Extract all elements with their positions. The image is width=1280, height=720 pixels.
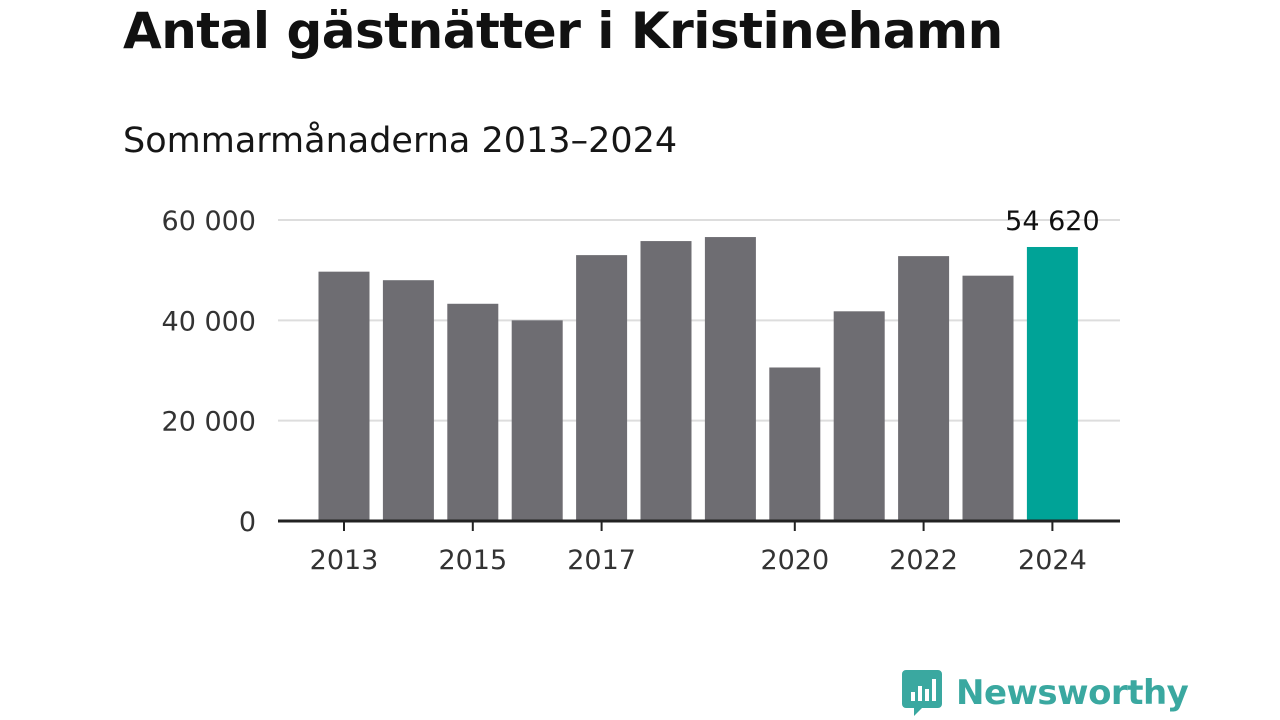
bar-2014 — [382, 280, 434, 521]
bar-2017 — [576, 255, 628, 521]
y-tick-label: 0 — [239, 507, 256, 538]
y-tick-label: 20 000 — [162, 407, 256, 438]
bar-2022 — [898, 256, 950, 521]
bar-2013 — [318, 271, 370, 521]
x-tick-label: 2017 — [567, 545, 636, 576]
bar-2018 — [640, 241, 692, 521]
bar-2016 — [511, 320, 563, 521]
bar-2020 — [769, 367, 821, 521]
bar-2024 — [1026, 246, 1078, 521]
x-tick-label: 2015 — [438, 545, 507, 576]
brand-name: Newsworthy — [956, 673, 1189, 713]
x-tick-label: 2022 — [889, 545, 958, 576]
brand-logo: Newsworthy — [902, 670, 1189, 716]
y-tick-label: 60 000 — [162, 206, 256, 237]
newsworthy-logo-icon — [902, 670, 942, 716]
chart-title: Antal gästnätter i Kristinehamn — [123, 2, 1003, 60]
bar-2015 — [447, 303, 499, 521]
data-label: 54 620 — [1005, 206, 1099, 237]
bar-2023 — [962, 275, 1014, 521]
chart-subtitle: Sommarmånaderna 2013–2024 — [123, 121, 678, 161]
bar-2021 — [833, 311, 885, 521]
x-tick-label: 2013 — [310, 545, 379, 576]
x-tick-label: 2024 — [1018, 545, 1087, 576]
x-tick-label: 2020 — [760, 545, 829, 576]
bar-2019 — [704, 237, 756, 521]
y-tick-label: 40 000 — [162, 306, 256, 337]
